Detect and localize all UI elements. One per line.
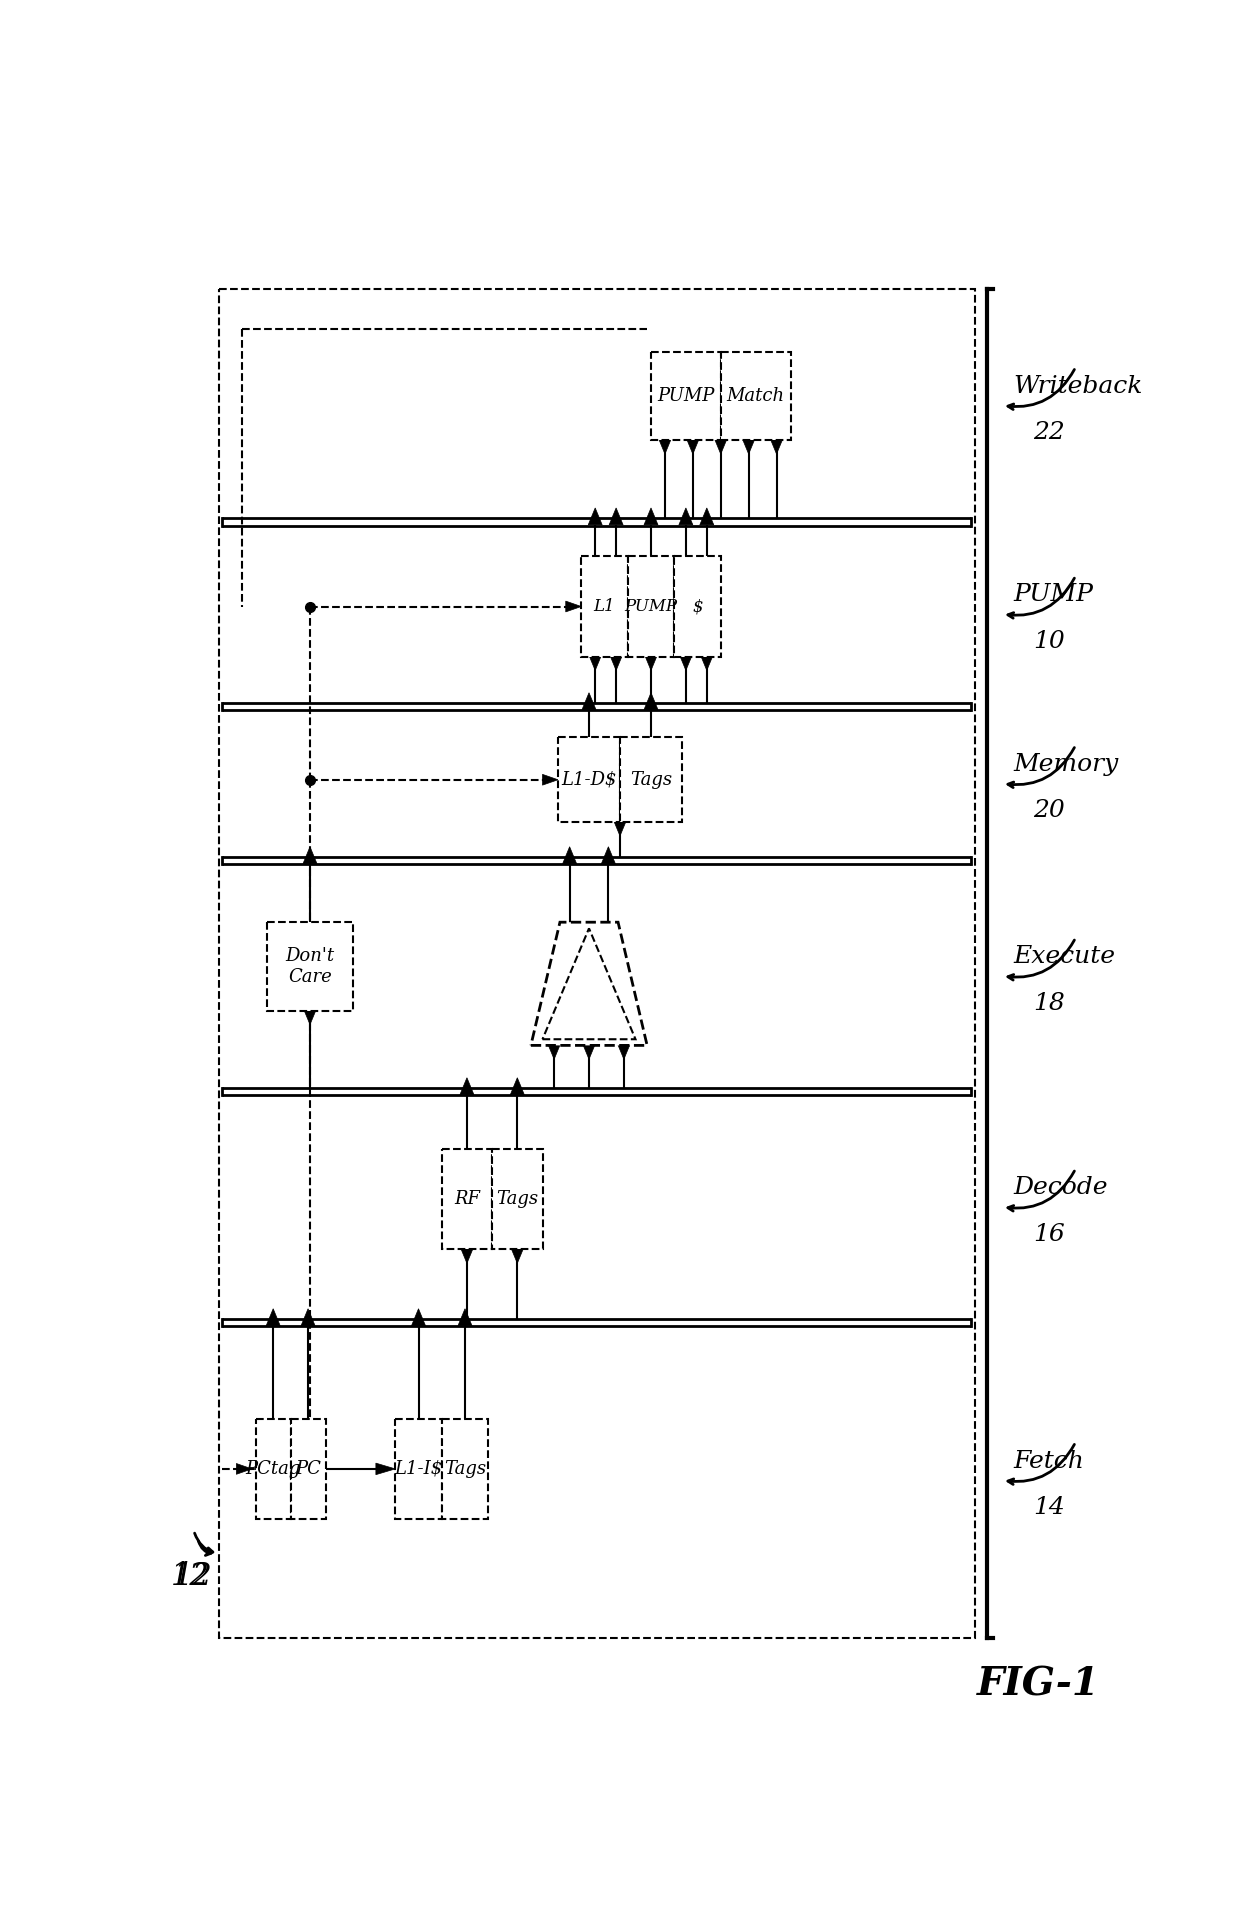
Text: Memory: Memory xyxy=(1014,753,1118,775)
Polygon shape xyxy=(582,693,596,711)
Text: PC: PC xyxy=(295,1459,321,1478)
Text: Tags: Tags xyxy=(630,772,672,789)
Bar xyxy=(720,351,791,439)
Text: L1-I$: L1-I$ xyxy=(394,1459,443,1478)
Text: FIG-1: FIG-1 xyxy=(977,1666,1100,1704)
Text: Match: Match xyxy=(727,388,785,405)
Text: 14: 14 xyxy=(1033,1496,1065,1518)
Polygon shape xyxy=(613,819,627,837)
Polygon shape xyxy=(267,1308,280,1326)
Polygon shape xyxy=(547,1043,560,1060)
Text: Don't
Care: Don't Care xyxy=(285,947,335,986)
Polygon shape xyxy=(303,1008,317,1024)
Polygon shape xyxy=(686,437,699,455)
Text: 16: 16 xyxy=(1033,1222,1065,1245)
Polygon shape xyxy=(458,1308,472,1326)
Polygon shape xyxy=(412,1308,425,1326)
Polygon shape xyxy=(588,653,603,670)
Polygon shape xyxy=(301,1308,315,1326)
Text: Tags: Tags xyxy=(496,1190,538,1209)
Text: Tags: Tags xyxy=(444,1459,486,1478)
Text: 22: 22 xyxy=(1033,420,1065,443)
Polygon shape xyxy=(543,928,635,1039)
Text: L1: L1 xyxy=(594,598,615,615)
Polygon shape xyxy=(588,508,603,525)
Bar xyxy=(620,737,682,821)
Text: 20: 20 xyxy=(1033,798,1065,821)
Polygon shape xyxy=(609,508,624,525)
Polygon shape xyxy=(460,1077,474,1094)
Bar xyxy=(441,1419,489,1518)
Polygon shape xyxy=(644,693,658,711)
Polygon shape xyxy=(644,653,658,670)
Bar xyxy=(441,1150,492,1249)
Polygon shape xyxy=(658,437,672,455)
Bar xyxy=(290,1419,325,1518)
Text: Execute: Execute xyxy=(1014,945,1116,968)
Polygon shape xyxy=(511,1247,525,1263)
Polygon shape xyxy=(699,653,714,670)
Text: L1-D$: L1-D$ xyxy=(562,772,616,789)
Polygon shape xyxy=(644,508,658,525)
Text: 18: 18 xyxy=(1033,991,1065,1014)
Text: Fetch: Fetch xyxy=(1014,1450,1085,1473)
Polygon shape xyxy=(680,653,693,670)
Bar xyxy=(582,556,627,657)
Polygon shape xyxy=(460,1247,474,1263)
Polygon shape xyxy=(511,1077,525,1094)
Polygon shape xyxy=(582,1043,596,1060)
Polygon shape xyxy=(563,846,577,863)
Text: $: $ xyxy=(692,598,703,615)
Text: RF: RF xyxy=(454,1190,480,1209)
Bar xyxy=(651,351,720,439)
Text: Writeback: Writeback xyxy=(1014,374,1143,397)
Polygon shape xyxy=(376,1463,396,1475)
Text: PCtag: PCtag xyxy=(246,1459,301,1478)
Bar xyxy=(396,1419,441,1518)
Text: 12: 12 xyxy=(175,1560,213,1593)
Polygon shape xyxy=(303,846,317,863)
Polygon shape xyxy=(565,602,582,611)
Polygon shape xyxy=(601,846,615,863)
Bar xyxy=(218,288,975,1639)
Text: PUMP: PUMP xyxy=(1014,583,1094,607)
Polygon shape xyxy=(609,653,624,670)
Polygon shape xyxy=(680,508,693,525)
Polygon shape xyxy=(714,437,728,455)
Polygon shape xyxy=(742,437,755,455)
Polygon shape xyxy=(237,1463,252,1475)
Polygon shape xyxy=(531,923,647,1045)
Bar xyxy=(627,556,675,657)
Polygon shape xyxy=(543,774,558,785)
Bar xyxy=(492,1150,543,1249)
Text: 10: 10 xyxy=(1033,630,1065,653)
Bar xyxy=(268,923,352,1010)
Bar xyxy=(255,1419,290,1518)
Bar xyxy=(558,737,620,821)
Text: PUMP: PUMP xyxy=(657,388,714,405)
Polygon shape xyxy=(699,508,714,525)
Bar xyxy=(675,556,720,657)
Text: 12: 12 xyxy=(171,1560,210,1593)
Text: PUMP: PUMP xyxy=(625,598,677,615)
Polygon shape xyxy=(770,437,784,455)
Polygon shape xyxy=(618,1043,631,1060)
Text: Decode: Decode xyxy=(1014,1177,1109,1199)
